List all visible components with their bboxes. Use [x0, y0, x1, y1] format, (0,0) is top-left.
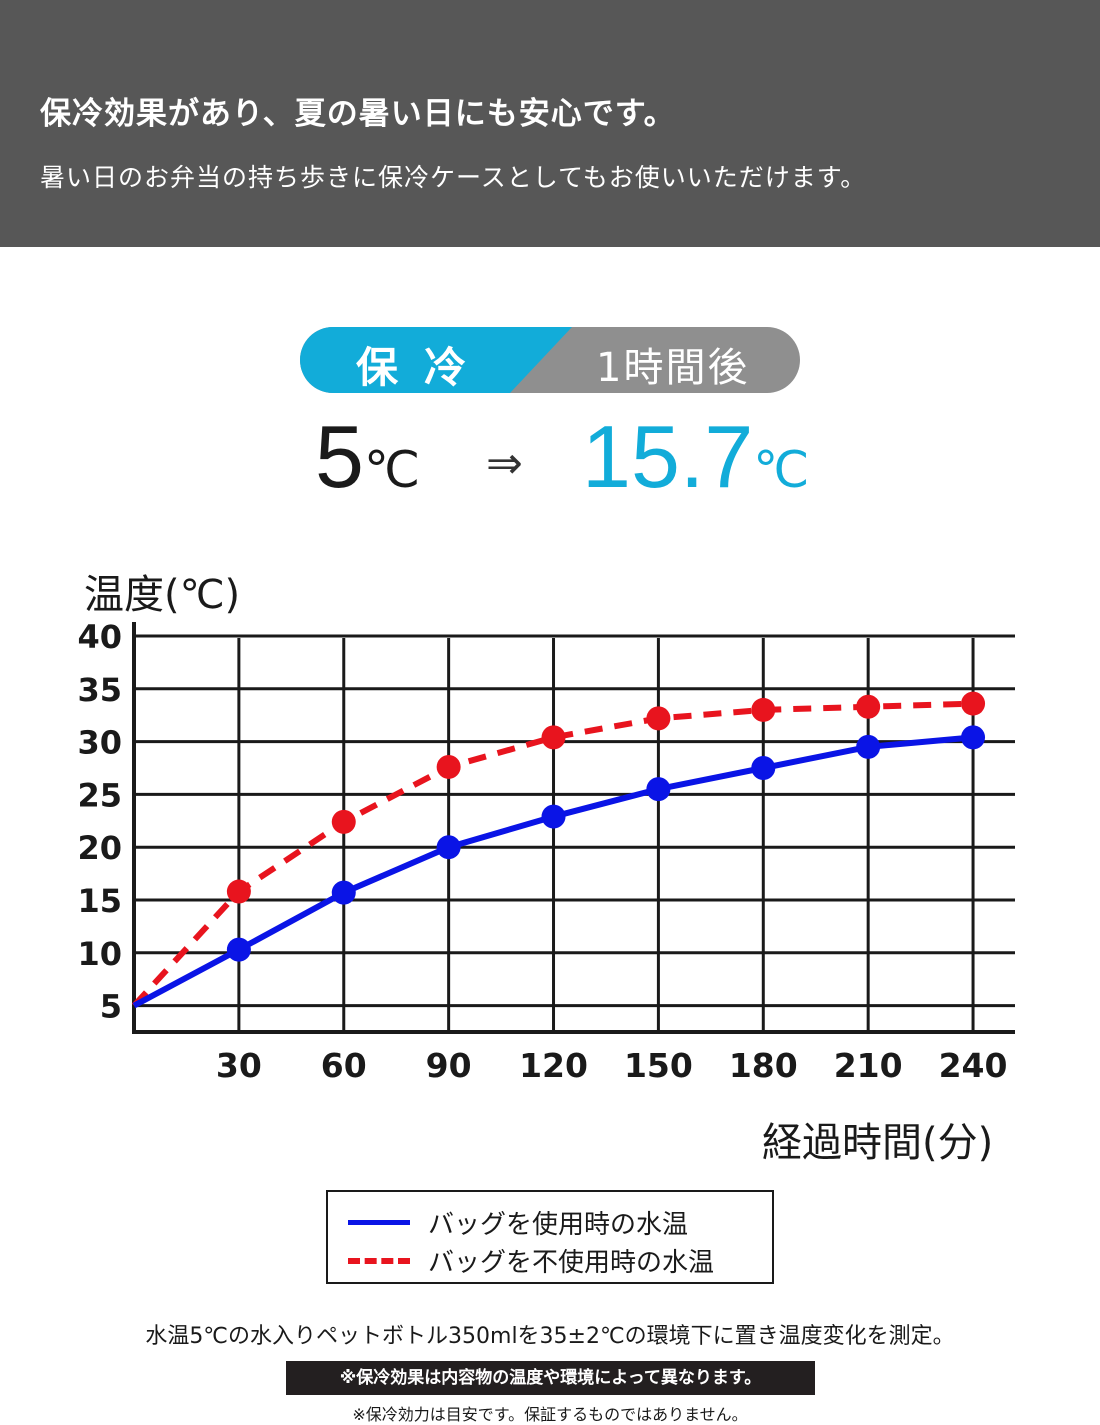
data-point-without-bag: [856, 694, 881, 719]
cooling-badge-label: 保冷: [356, 343, 493, 392]
data-point-with-bag: [646, 777, 671, 802]
x-tick-label: 240: [939, 1046, 1008, 1085]
y-tick-label: 15: [77, 882, 122, 920]
data-point-with-bag: [751, 756, 776, 780]
data-point-with-bag: [226, 937, 251, 962]
x-tick-label: 180: [729, 1046, 798, 1085]
data-point-without-bag: [436, 754, 461, 779]
start-temperature-unit: ℃: [363, 442, 421, 498]
warning-bar: ※保冷効果は内容物の温度や環境によって異なります。: [286, 1361, 815, 1395]
y-tick-label: 5: [100, 988, 122, 1026]
temperature-chart: 5 10 15 20 25 30 35 40 30 60 90 120 150 180 210 240: [77, 618, 1015, 1085]
x-tick-label: 210: [834, 1046, 903, 1085]
cooling-badge: 保冷 1時間後: [300, 327, 800, 393]
header-banner: 保冷効果があり、夏の暑い日にも安心です。 暑い日のお弁当の持ち歩きに保冷ケースと…: [0, 0, 1100, 247]
legend-label-without-bag: バッグを不使用時の水温: [428, 1248, 715, 1278]
y-tick-label: 40: [77, 618, 122, 656]
legend-swatch-dashed: [348, 1258, 410, 1264]
end-temperature-unit: ℃: [753, 442, 810, 498]
start-temperature: 5℃: [315, 413, 420, 501]
data-point-without-bag: [751, 697, 776, 722]
y-tick-label: 10: [77, 935, 122, 973]
y-tick-label: 35: [77, 671, 122, 709]
end-temperature-value: 15.7: [582, 407, 754, 506]
x-tick-label: 150: [624, 1046, 693, 1085]
data-point-with-bag: [331, 880, 356, 905]
start-temperature-value: 5: [315, 407, 364, 506]
data-point-with-bag: [961, 725, 986, 750]
x-tick-label: 30: [216, 1046, 262, 1085]
disclaimer-note: ※保冷効力は目安です。保証するものではありません。: [352, 1405, 748, 1424]
x-tick-label: 60: [321, 1046, 367, 1085]
legend-swatch-solid: [348, 1220, 410, 1225]
data-point-without-bag: [541, 725, 566, 750]
arrow-icon: ⇒: [486, 438, 523, 489]
series-line-without-bag: [131, 700, 974, 1008]
legend-item-with-bag: バッグを使用時の水温: [328, 1202, 772, 1240]
data-point-without-bag: [646, 706, 671, 731]
header-title: 保冷効果があり、夏の暑い日にも安心です。: [40, 96, 676, 132]
y-axis-label: 温度(℃): [84, 572, 241, 618]
data-point-without-bag: [226, 879, 251, 904]
y-tick-label: 20: [77, 829, 122, 867]
x-tick-label: 120: [519, 1046, 588, 1085]
data-point-with-bag: [436, 835, 461, 860]
x-tick-label: 90: [426, 1046, 472, 1085]
data-point-without-bag: [331, 809, 356, 834]
y-tick-label: 30: [77, 724, 122, 762]
data-point-with-bag: [541, 804, 566, 829]
data-point-with-bag: [856, 734, 881, 759]
cooling-badge-time: 1時間後: [596, 345, 750, 391]
data-point-without-bag: [961, 691, 986, 716]
y-tick-label: 25: [77, 776, 122, 814]
x-axis-label: 経過時間(分): [762, 1120, 994, 1166]
chart-legend: バッグを使用時の水温 バッグを不使用時の水温: [326, 1190, 774, 1284]
legend-item-without-bag: バッグを不使用時の水温: [328, 1240, 772, 1278]
measurement-note: 水温5℃の水入りペットボトル350mlを35±2℃の環境下に置き温度変化を測定。: [145, 1324, 955, 1349]
header-subtitle: 暑い日のお弁当の持ち歩きに保冷ケースとしてもお使いいただけます。: [40, 163, 867, 192]
legend-label-with-bag: バッグを使用時の水温: [428, 1210, 689, 1240]
end-temperature: 15.7℃: [582, 413, 809, 501]
